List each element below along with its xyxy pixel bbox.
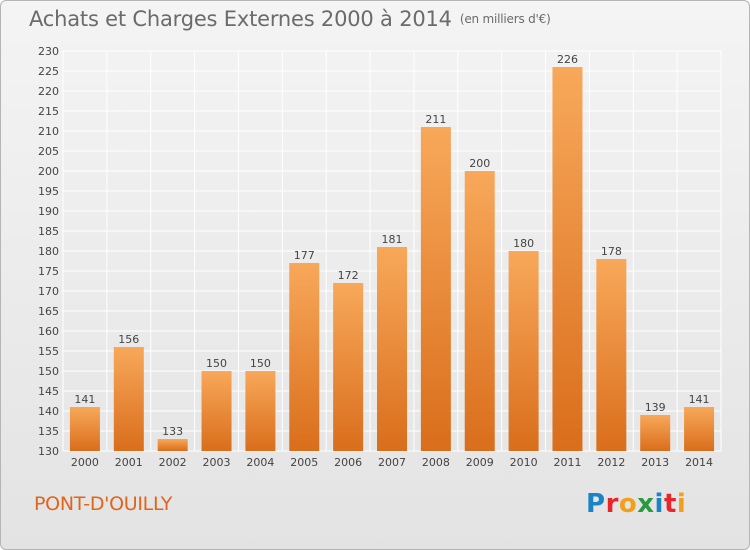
y-tick-label: 175	[38, 265, 59, 278]
logo-letter: P	[586, 489, 606, 519]
bar-2000	[69, 407, 100, 451]
data-label: 150	[250, 357, 271, 370]
data-label: 226	[557, 53, 578, 66]
bar-2011	[552, 67, 583, 451]
bar-2007	[377, 247, 407, 451]
data-label: 177	[294, 249, 315, 262]
logo-letter: o	[618, 489, 638, 519]
data-label: 156	[118, 333, 139, 346]
y-tick-label: 180	[38, 245, 59, 258]
x-tick-label: 2005	[290, 456, 318, 469]
bar-2006	[333, 283, 364, 451]
logo-letter: x	[637, 489, 655, 519]
x-tick-label: 2013	[641, 456, 669, 469]
data-label: 150	[206, 357, 227, 370]
y-tick-label: 145	[38, 385, 59, 398]
chart-subtitle: (en milliers d'€)	[459, 12, 551, 26]
logo-letter: r	[605, 489, 619, 519]
y-tick-label: 130	[38, 445, 59, 458]
y-tick-label: 205	[38, 145, 59, 158]
data-label: 200	[469, 157, 490, 170]
bar-2010	[508, 251, 539, 451]
data-labels: 141 156 133 150 150 177 172 181 211 200 180 226 178 1…	[74, 53, 709, 438]
logo-letter: i	[654, 489, 664, 519]
y-tick-label: 165	[38, 305, 59, 318]
y-tick-label: 135	[38, 425, 59, 438]
data-label: 172	[338, 269, 359, 282]
bar-2004	[245, 371, 276, 451]
data-label: 139	[645, 401, 666, 414]
bar-2009	[464, 171, 495, 451]
chart-title: Achats et Charges Externes 2000 à 2014 (e…	[29, 7, 551, 31]
y-tick-label: 140	[38, 405, 59, 418]
x-tick-label: 2004	[246, 456, 274, 469]
y-tick-label: 210	[38, 125, 59, 138]
x-tick-label: 2012	[597, 456, 625, 469]
y-tick-label: 190	[38, 205, 59, 218]
x-tick-label: 2014	[685, 456, 713, 469]
y-tick-label: 170	[38, 285, 59, 298]
x-tick-label: 2010	[510, 456, 538, 469]
data-label: 133	[162, 425, 183, 438]
x-tick-label: 2000	[71, 456, 99, 469]
x-tick-label: 2007	[378, 456, 406, 469]
y-tick-label: 150	[38, 365, 59, 378]
x-tick-label: 2001	[115, 456, 143, 469]
bar-2003	[201, 371, 232, 451]
y-tick-label: 155	[38, 345, 59, 358]
y-tick-label: 225	[38, 65, 59, 78]
y-tick-label: 195	[38, 185, 59, 198]
bar-2001	[113, 347, 144, 451]
logo-letter: t	[663, 489, 677, 519]
data-label: 141	[689, 393, 710, 406]
y-tick-label: 220	[38, 85, 59, 98]
chart-title-text: Achats et Charges Externes 2000 à 2014	[29, 7, 452, 31]
bar-2008	[420, 127, 451, 451]
data-label: 211	[425, 113, 446, 126]
y-tick-label: 185	[38, 225, 59, 238]
bars	[69, 67, 715, 451]
y-tick-label: 215	[38, 105, 59, 118]
bar-2014	[684, 407, 715, 451]
bar-2002	[157, 439, 188, 451]
data-label: 141	[74, 393, 95, 406]
bar-2012	[596, 259, 627, 451]
x-tick-label: 2002	[159, 456, 187, 469]
proxiti-logo[interactable]: Proxiti	[586, 489, 686, 519]
x-axis-ticks: 2000 2001 2002 2003 2004 2005 2006 2007 2008 2009…	[71, 456, 713, 469]
bar-2013	[640, 415, 671, 451]
x-tick-label: 2009	[466, 456, 494, 469]
x-tick-label: 2006	[334, 456, 362, 469]
y-tick-label: 230	[38, 45, 59, 58]
data-label: 180	[513, 237, 534, 250]
y-tick-label: 200	[38, 165, 59, 178]
x-tick-label: 2011	[553, 456, 581, 469]
y-tick-label: 160	[38, 325, 59, 338]
data-label: 181	[382, 233, 403, 246]
logo-letter: i	[676, 489, 687, 519]
place-name: PONT-D'OUILLY	[34, 493, 173, 515]
x-tick-label: 2003	[203, 456, 231, 469]
x-tick-label: 2008	[422, 456, 450, 469]
bar-2005	[289, 263, 320, 451]
data-label: 178	[601, 245, 622, 258]
y-axis-ticks: 130 135 140 145 150 155 160 165 170 175 180 185 190 1…	[38, 45, 59, 458]
